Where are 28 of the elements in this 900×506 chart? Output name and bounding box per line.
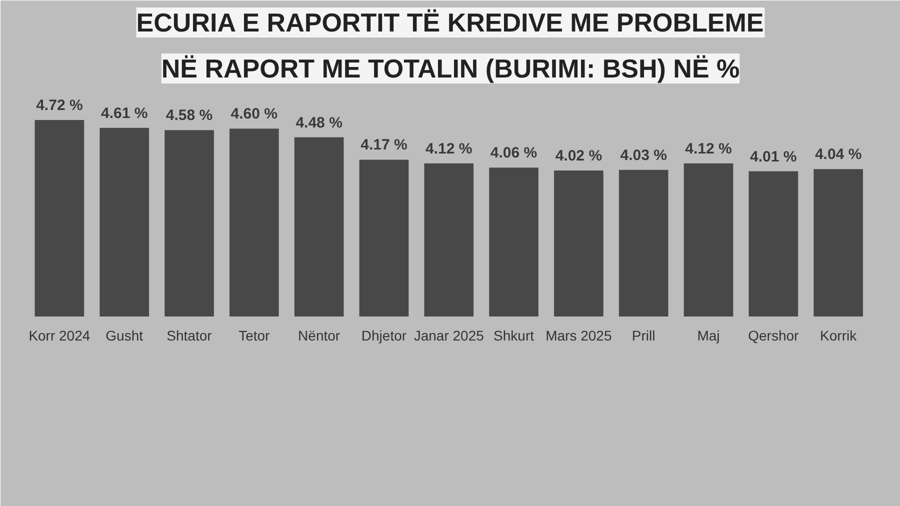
x-tick-label: Korr 2024 bbox=[28, 328, 90, 344]
x-tick-label: Shtator bbox=[166, 328, 212, 344]
x-tick-label: Shkurt bbox=[494, 328, 534, 344]
x-tick-label: Qershor bbox=[748, 328, 800, 344]
data-label: 4.12 % bbox=[426, 140, 472, 158]
data-label: 4.17 % bbox=[360, 136, 408, 154]
x-tick-label: Korrik bbox=[820, 328, 858, 344]
data-label: 4.12 % bbox=[685, 140, 732, 158]
x-tick-label: Tetor bbox=[238, 328, 270, 344]
chart-subtitle: NË RAPORT ME TOTALIN (BURIMI: BSH) NË % bbox=[161, 54, 740, 84]
data-label: 4.04 % bbox=[814, 146, 862, 164]
data-label: 4.03 % bbox=[620, 146, 667, 164]
x-tick-label: Prill bbox=[632, 328, 656, 344]
data-label: 4.58 % bbox=[166, 107, 213, 124]
chart-title: ECURIA E RAPORTIT TË KREDIVE ME PROBLEME bbox=[136, 8, 764, 38]
x-tick-label: Gusht bbox=[106, 328, 144, 344]
x-tick-label: Nëntor bbox=[298, 328, 340, 344]
data-label: 4.60 % bbox=[230, 106, 278, 123]
x-tick-label: Maj bbox=[697, 328, 720, 344]
data-label: 4.61 % bbox=[101, 104, 148, 122]
data-label: 4.72 % bbox=[36, 96, 83, 114]
x-tick-label: Janar 2025 bbox=[414, 328, 484, 344]
x-tick-label: Mars 2025 bbox=[546, 328, 612, 344]
x-tick-label: Dhjetor bbox=[361, 328, 407, 344]
data-label: 4.06 % bbox=[490, 144, 538, 162]
data-label: 4.02 % bbox=[555, 148, 602, 165]
data-label: 4.48 % bbox=[296, 114, 342, 132]
data-label: 4.01 % bbox=[750, 148, 797, 166]
